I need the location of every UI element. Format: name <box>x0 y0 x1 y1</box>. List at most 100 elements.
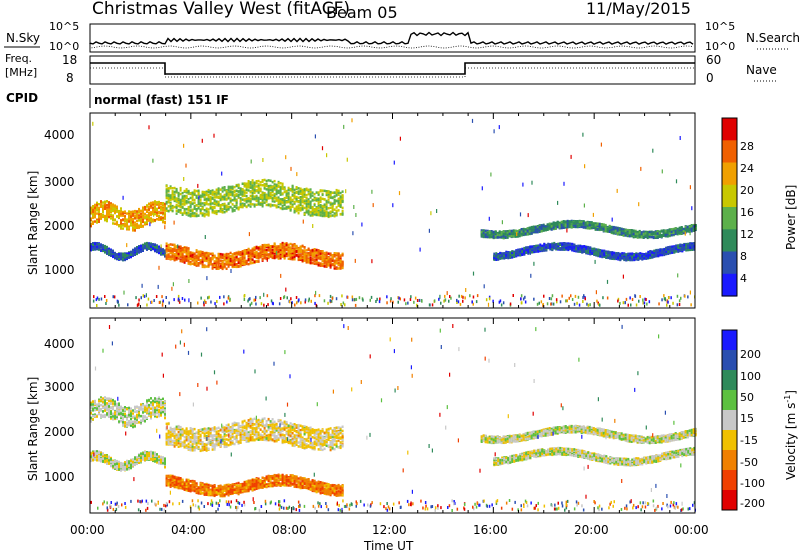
data-cell <box>620 227 623 231</box>
data-cell <box>175 212 178 215</box>
data-cell <box>173 255 176 258</box>
data-cell <box>213 190 216 194</box>
data-cell <box>596 226 599 229</box>
data-cell <box>203 257 206 260</box>
data-cell <box>273 183 276 186</box>
data-cell <box>546 223 549 226</box>
data-cell <box>329 264 332 267</box>
data-cell <box>305 256 308 259</box>
data-cell <box>102 204 104 208</box>
data-cell <box>140 209 142 213</box>
data-cell <box>303 212 306 216</box>
data-cell <box>94 247 96 251</box>
data-cell <box>152 243 154 246</box>
data-cell <box>106 208 108 212</box>
data-cell <box>171 243 174 246</box>
data-cell <box>185 255 188 259</box>
data-cell <box>502 230 505 233</box>
data-cell <box>189 196 192 200</box>
data-cell <box>179 251 182 255</box>
data-cell <box>317 201 320 204</box>
data-cell <box>144 221 146 224</box>
data-cell <box>518 230 521 234</box>
data-cell <box>604 223 607 227</box>
data-cell <box>307 188 310 192</box>
data-cell <box>339 200 342 203</box>
data-cell <box>158 217 160 220</box>
data-cell <box>100 200 102 203</box>
data-cell <box>642 236 645 239</box>
data-cell <box>301 244 304 248</box>
data-cell <box>239 265 242 268</box>
data-cell <box>646 234 649 238</box>
data-cell <box>333 255 336 258</box>
data-cell <box>269 252 272 255</box>
data-cell <box>146 245 148 248</box>
data-cell <box>171 250 174 253</box>
data-cell <box>193 193 196 196</box>
data-cell <box>299 249 302 253</box>
data-cell <box>329 201 332 205</box>
data-cell <box>307 210 310 214</box>
data-cell <box>327 257 330 260</box>
data-cell <box>207 193 210 197</box>
data-cell <box>138 249 140 252</box>
data-cell <box>317 209 320 212</box>
data-cell <box>281 200 284 203</box>
data-cell <box>333 262 336 266</box>
data-cell <box>150 204 152 208</box>
data-cell <box>142 218 144 221</box>
data-cell <box>96 243 98 246</box>
data-cell <box>311 194 314 197</box>
data-cell <box>311 249 314 252</box>
data-cell <box>261 196 264 200</box>
data-cell <box>313 251 316 255</box>
data-cell <box>247 258 250 261</box>
data-cell <box>269 245 272 248</box>
data-cell <box>197 262 200 265</box>
data-cell <box>584 226 587 229</box>
data-cell <box>164 255 166 258</box>
data-cell <box>154 209 156 212</box>
data-cell <box>116 256 118 260</box>
data-cell <box>273 179 276 183</box>
data-cell <box>219 262 222 266</box>
data-cell <box>257 185 260 188</box>
data-cell <box>269 205 272 208</box>
data-cell <box>528 232 531 236</box>
data-cell <box>225 194 228 197</box>
data-cell <box>124 217 126 221</box>
data-cell <box>281 246 284 249</box>
data-cell <box>237 196 240 199</box>
power-panel: Slant Range [km] 4000 3000 2000 1000 Pow… <box>26 112 798 309</box>
data-cell <box>158 249 160 253</box>
data-cell <box>287 257 290 260</box>
data-cell <box>112 254 114 258</box>
data-cell <box>299 196 302 199</box>
data-cell <box>303 246 306 249</box>
data-cell <box>239 200 242 204</box>
data-cell <box>150 243 152 246</box>
data-cell <box>237 190 240 193</box>
data-cell <box>582 225 585 228</box>
data-cell <box>329 196 332 199</box>
data-cell <box>640 231 643 234</box>
data-cell <box>279 198 282 201</box>
data-cell <box>156 212 158 216</box>
data-cell <box>106 206 108 209</box>
data-cell <box>287 205 290 208</box>
data-cell <box>484 235 487 238</box>
data-cell <box>281 198 284 201</box>
data-cell <box>592 223 595 227</box>
data-cell <box>169 185 172 188</box>
data-cell <box>648 231 651 234</box>
data-cell <box>92 243 94 247</box>
data-cell <box>179 205 182 209</box>
data-cell <box>195 249 198 252</box>
data-cell <box>674 229 677 232</box>
data-cell <box>108 203 110 207</box>
data-cell <box>253 248 256 251</box>
data-cell <box>279 255 282 258</box>
data-cell <box>606 227 609 231</box>
data-cell <box>580 223 583 226</box>
